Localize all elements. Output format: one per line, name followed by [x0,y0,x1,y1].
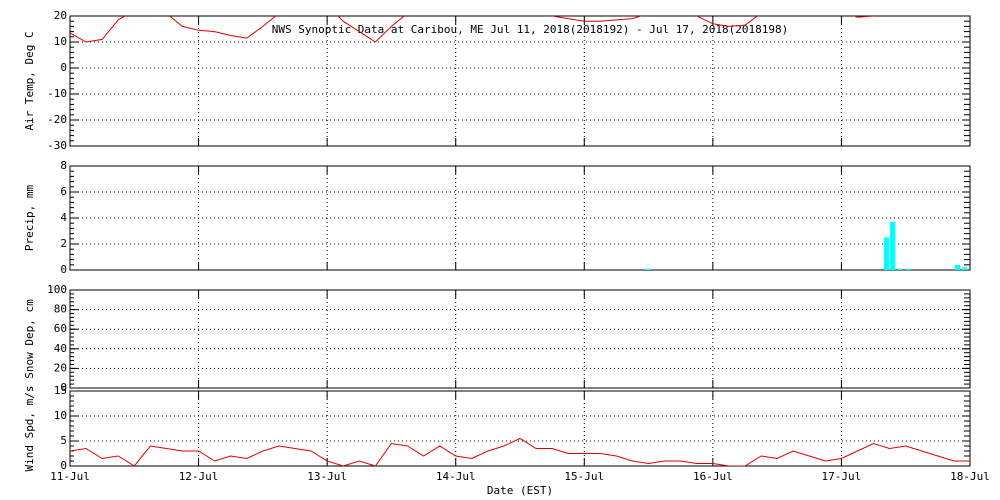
x-tick-label: 15-Jul [564,470,604,483]
y-tick-label: 80 [54,303,67,316]
y-tick-label: 6 [60,185,67,198]
plot-frame [69,390,971,467]
bar [896,268,903,270]
bar [905,268,912,270]
panel: -30 -20 -10 0 10 20 Air Temp, Deg C NWS Synopti… [23,9,971,152]
y-tick-label: 2 [60,237,67,250]
y-tick-label: 20 [54,361,67,374]
y-tick-label: 0 [60,263,67,276]
bar [890,221,896,270]
y-tick-label: -20 [47,113,67,126]
y-tick-label: -10 [47,87,67,100]
plot-frame [69,15,971,147]
x-tick-label: 12-Jul [179,470,219,483]
y-tick-label: 20 [54,9,67,22]
y-tick-label: 10 [54,35,67,48]
y-axis-label: Precip, mm [23,185,36,252]
plot-frame [69,165,971,271]
x-axis-label: Date (EST) [487,484,553,497]
panel: 0 5 10 15 Wind Spd, m/s [23,384,971,472]
x-tick-label: 18-Jul [950,470,990,483]
y-tick-label: 15 [54,384,67,397]
y-tick-label: 8 [60,159,67,172]
y-tick-label: 0 [60,459,67,472]
y-tick-label: 100 [47,283,67,296]
plot-frame [69,289,971,389]
bar [962,267,968,270]
x-tick-label: 16-Jul [693,470,733,483]
y-tick-label: 10 [54,409,67,422]
bar [954,264,961,270]
y-tick-label: 4 [60,211,67,224]
chart-title: NWS Synoptic Data at Caribou, ME Jul 11,… [272,23,789,36]
x-tick-label: 14-Jul [436,470,476,483]
line [70,16,874,43]
y-tick-label: -30 [47,139,67,152]
y-tick-label: 0 [60,381,67,394]
bar [883,237,890,270]
bar [644,268,651,270]
y-tick-label: 60 [54,322,67,335]
line [70,437,970,466]
panel: 0 20 40 60 80 100 Snow Dep, cm [23,283,971,394]
y-axis-label: Wind Spd, m/s [23,385,36,471]
y-axis-label: Air Temp, Deg C [23,31,36,130]
x-tick-label: 11-Jul [50,470,90,483]
x-tick-label: 17-Jul [822,470,862,483]
panel: 0 2 4 6 8 Precip, mm [23,159,971,276]
y-tick-label: 40 [54,342,67,355]
y-axis-label: Snow Dep, cm [23,299,36,379]
x-tick-label: 13-Jul [307,470,347,483]
y-tick-label: 0 [60,61,67,74]
y-tick-label: 5 [60,434,67,447]
